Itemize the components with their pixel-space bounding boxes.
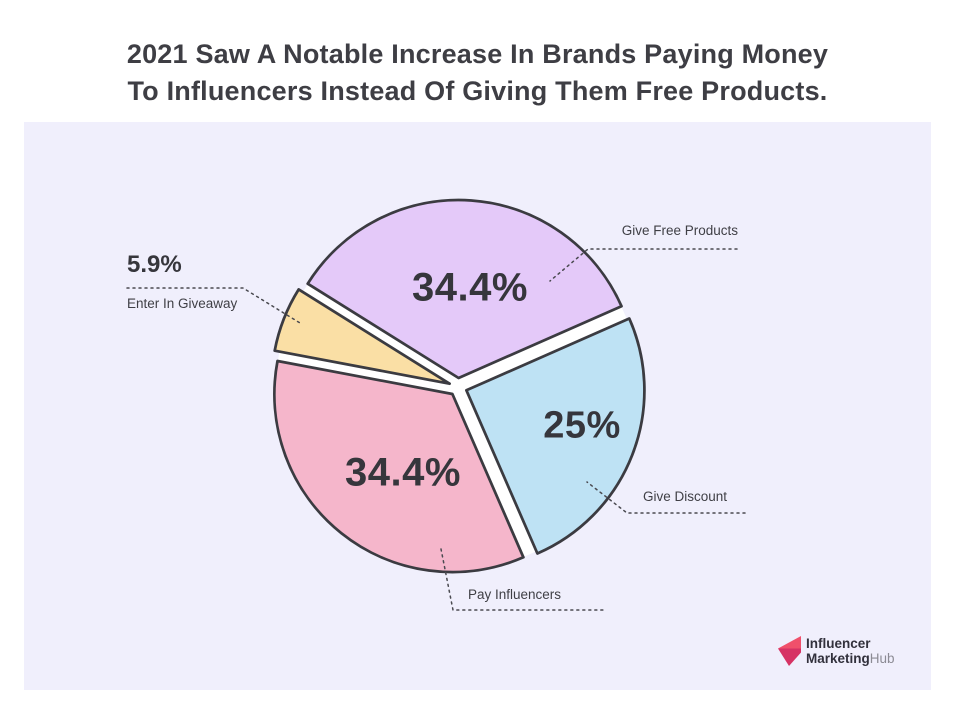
slice-value-give-free-products: 34.4% [412,265,528,310]
callout-label-pay-influencers: Pay Influencers [468,587,562,602]
page-title-line2: To Influencers Instead Of Giving Them Fr… [127,76,828,107]
brand-logo: Influencer MarketingHub [777,635,895,668]
callout-label-give-free-products: Give Free Products [621,223,738,238]
page-title-line1: 2021 Saw A Notable Increase In Brands Pa… [126,39,829,70]
slice-value-give-discount: 25% [543,404,621,447]
slice-value-enter-in-giveaway: 5.9% [127,251,182,278]
brand-name-hub: Hub [869,651,895,666]
chart-panel: 34.4% 25% 34.4% Give Free Products 5.9% En… [24,122,931,690]
page-title: 2021 Saw A Notable Increase In Brands Pa… [0,36,955,110]
pie-slice-give-free-products [306,198,623,380]
pie-slice-give-discount [465,317,646,555]
pie-slice-enter-in-giveaway [273,288,451,386]
callout-label-enter-in-giveaway: Enter In Giveaway [127,296,238,311]
leader-give-free-products [549,248,738,282]
leader-pay-influencers [440,548,605,611]
influencer-marketinghub-icon [778,636,801,666]
slice-value-pay-influencers: 34.4% [345,450,461,495]
brand-logo-text: Influencer MarketingHub [806,635,895,666]
pie-chart [126,198,746,611]
brand-name-line2: MarketingHub [806,651,895,666]
leader-give-discount [586,481,746,514]
brand-name-line1: Influencer [806,636,871,651]
pie-slice-pay-influencers [273,359,525,574]
leader-enter-in-giveaway [126,287,301,324]
brand-name-marketing: Marketing [806,651,870,666]
callout-label-give-discount: Give Discount [643,489,728,504]
